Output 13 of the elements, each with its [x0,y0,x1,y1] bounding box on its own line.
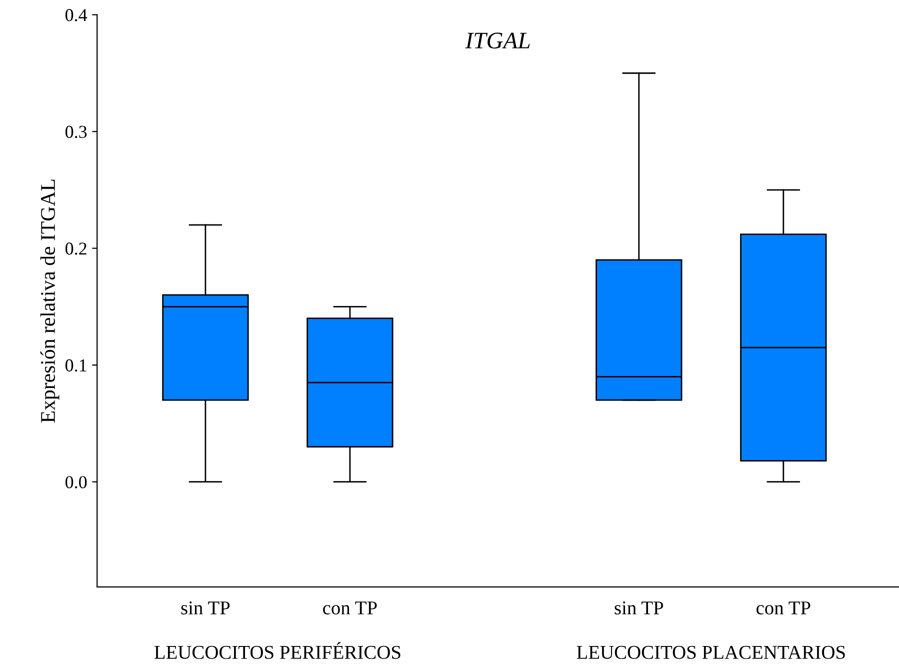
y-tick-label: 0.0 [65,476,87,488]
text: ITGAL [465,32,530,48]
x-tick-label: sin TP [614,601,664,614]
y-tick-label: 0.4 [65,9,88,22]
x-tick-label: sin TP [181,601,230,614]
x-tick-label: con TP [756,602,810,614]
y-tick-label: 0.1 [65,359,86,372]
text: LEUCOCITOS PLACENTARIOS [576,646,845,659]
text: LEUCOCITOS PERIFÉRICOS [154,642,400,659]
y-axis-title: Expresión relativa de ITGAL [40,180,60,423]
y-tick-label: 0.2 [65,242,86,255]
y-tick-label: 0.3 [65,126,87,138]
x-tick-label: con TP [323,602,377,614]
